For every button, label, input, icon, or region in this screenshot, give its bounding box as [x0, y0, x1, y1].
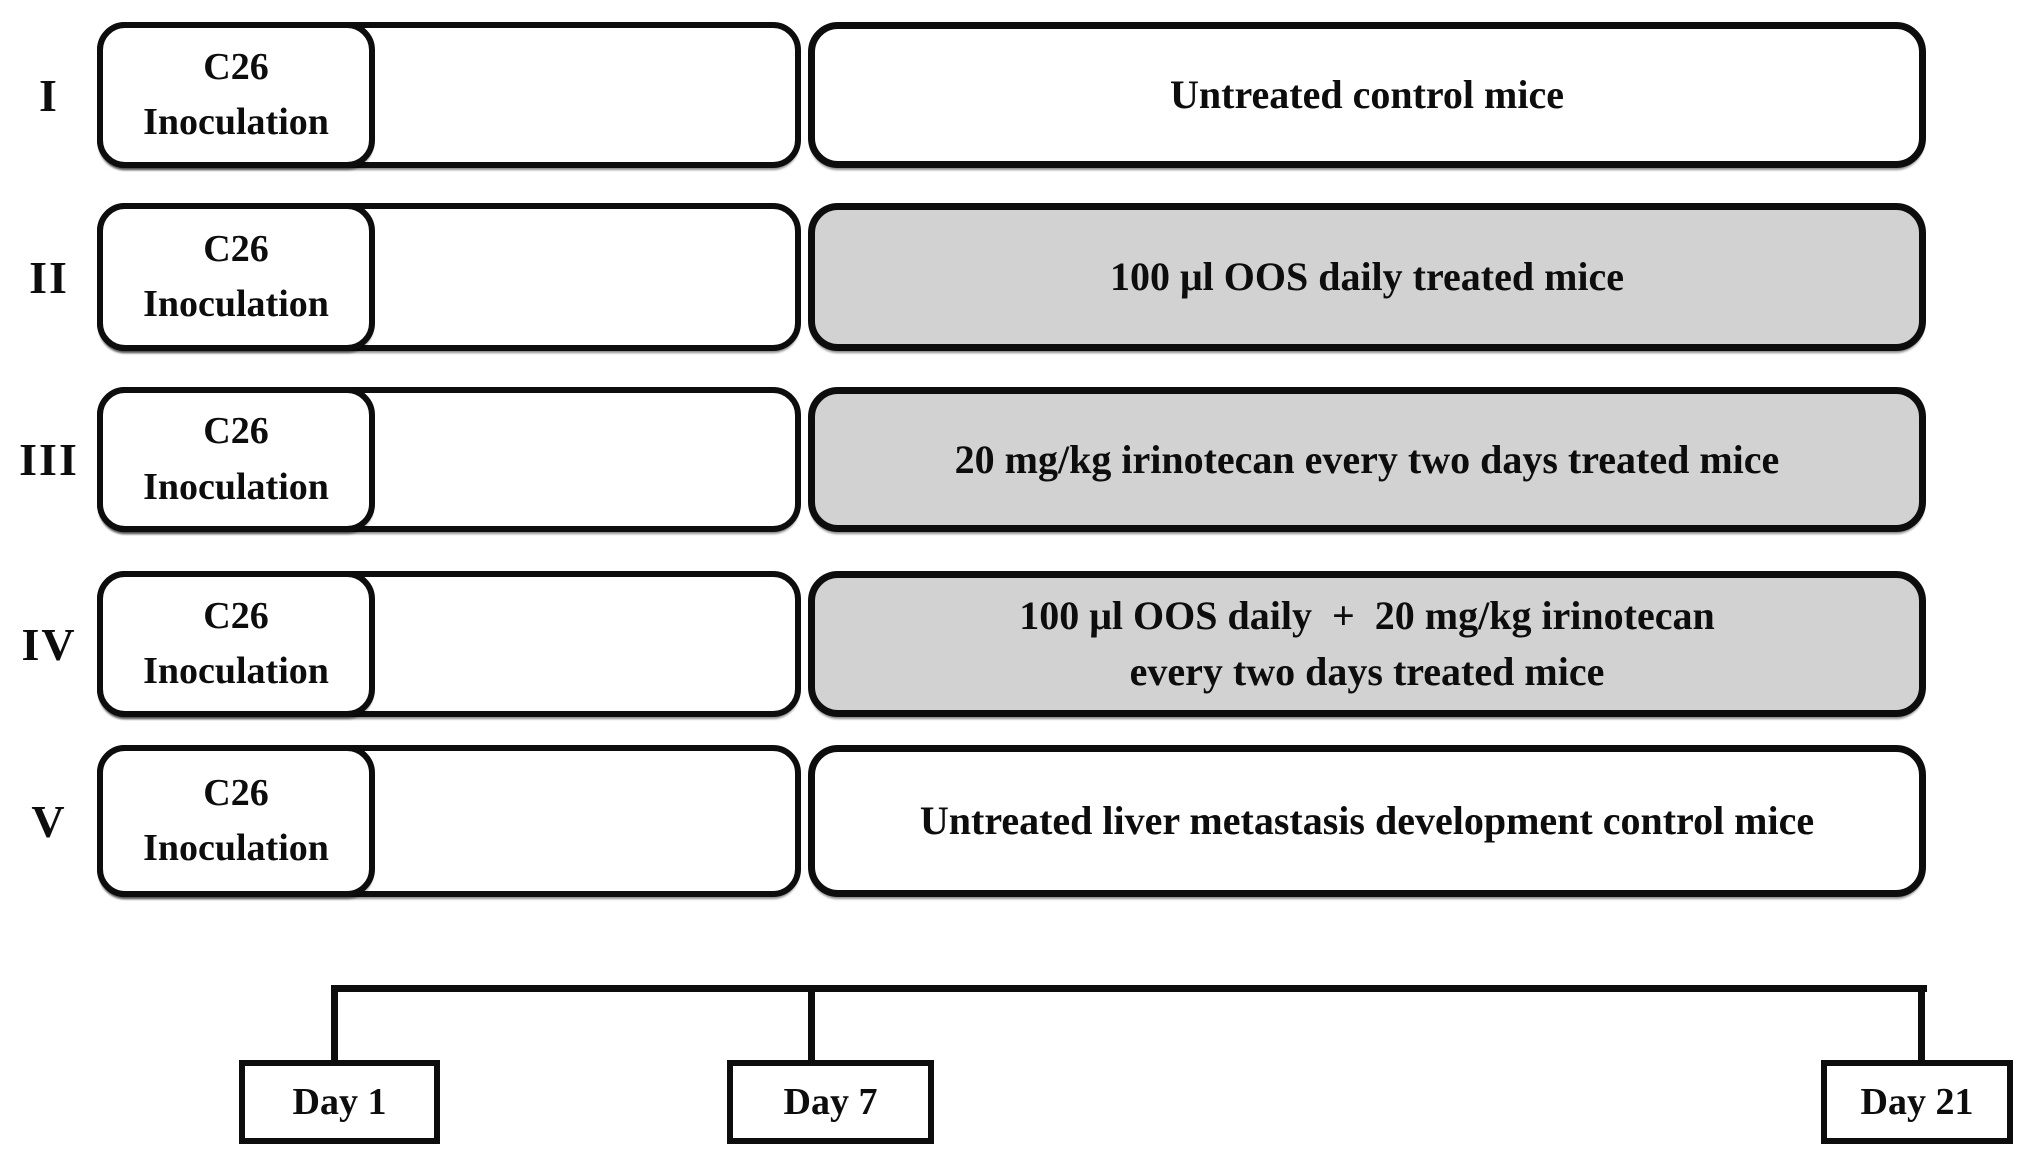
inoculation-line: C26: [203, 410, 269, 453]
inoculation-line: Inoculation: [143, 465, 329, 508]
inoculation-box: C26 Inoculation: [97, 745, 375, 897]
day-1-box: Day 1: [239, 1060, 440, 1144]
group-numeral: III: [19, 434, 79, 485]
group-row-4: IV C26 Inoculation 100 μl OOS daily + 20…: [0, 571, 2031, 717]
inoculation-line: Inoculation: [143, 650, 329, 692]
treatment-label: 20 mg/kg irinotecan every two days treat…: [954, 436, 1780, 482]
group-row-3: III C26 Inoculation 20 mg/kg irinotecan …: [0, 387, 2031, 532]
treatment-label: Untreated liver metastasis development c…: [919, 798, 1815, 843]
treatment-label: Untreated control mice: [1170, 72, 1564, 117]
day-1-label: Day 1: [292, 1081, 387, 1123]
timeline-connector-day1: [331, 985, 338, 1063]
inoculation-line: C26: [203, 227, 269, 270]
inoculation-box: C26 Inoculation: [97, 387, 375, 532]
group-numeral: II: [29, 251, 69, 303]
inoculation-line: Inoculation: [143, 101, 329, 143]
inoculation-box: C26 Inoculation: [97, 22, 375, 168]
timeline-connector-day21: [1918, 985, 1925, 1063]
timeline-connector-day7: [808, 985, 815, 1063]
treatment-box: 100 μl OOS daily treated mice: [808, 203, 1926, 351]
inoculation-box: C26 Inoculation: [97, 203, 375, 351]
group-row-1: I C26 Inoculation Untreated control mice: [0, 22, 2031, 168]
treatment-box: 100 μl OOS daily + 20 mg/kg irinotecan e…: [808, 571, 1926, 717]
treatment-label: 100 μl OOS daily treated mice: [1109, 254, 1625, 299]
treatment-box: Untreated liver metastasis development c…: [808, 745, 1926, 897]
day-7-box: Day 7: [727, 1060, 934, 1144]
treatment-label: 100 μl OOS daily + 20 mg/kg irinotecan: [1019, 593, 1715, 638]
inoculation-box: C26 Inoculation: [97, 571, 375, 717]
day-7-label: Day 7: [783, 1081, 878, 1123]
group-numeral: I: [39, 69, 59, 121]
treatment-label: every two days treated mice: [1129, 649, 1605, 694]
inoculation-line: C26: [203, 771, 269, 814]
group-row-5: V C26 Inoculation Untreated liver metast…: [0, 745, 2031, 897]
group-row-2: II C26 Inoculation 100 μl OOS daily trea…: [0, 203, 2031, 351]
inoculation-line: Inoculation: [143, 283, 329, 325]
timeline-horizontal-line: [331, 985, 1927, 992]
day-21-box: Day 21: [1821, 1060, 2013, 1144]
treatment-box: 20 mg/kg irinotecan every two days treat…: [808, 387, 1926, 532]
inoculation-line: Inoculation: [143, 827, 329, 869]
treatment-box: Untreated control mice: [808, 22, 1926, 168]
inoculation-line: C26: [203, 45, 269, 88]
inoculation-line: C26: [203, 594, 269, 637]
day-21-label: Day 21: [1860, 1081, 1974, 1123]
group-numeral: V: [31, 795, 67, 847]
group-numeral: IV: [21, 618, 77, 670]
